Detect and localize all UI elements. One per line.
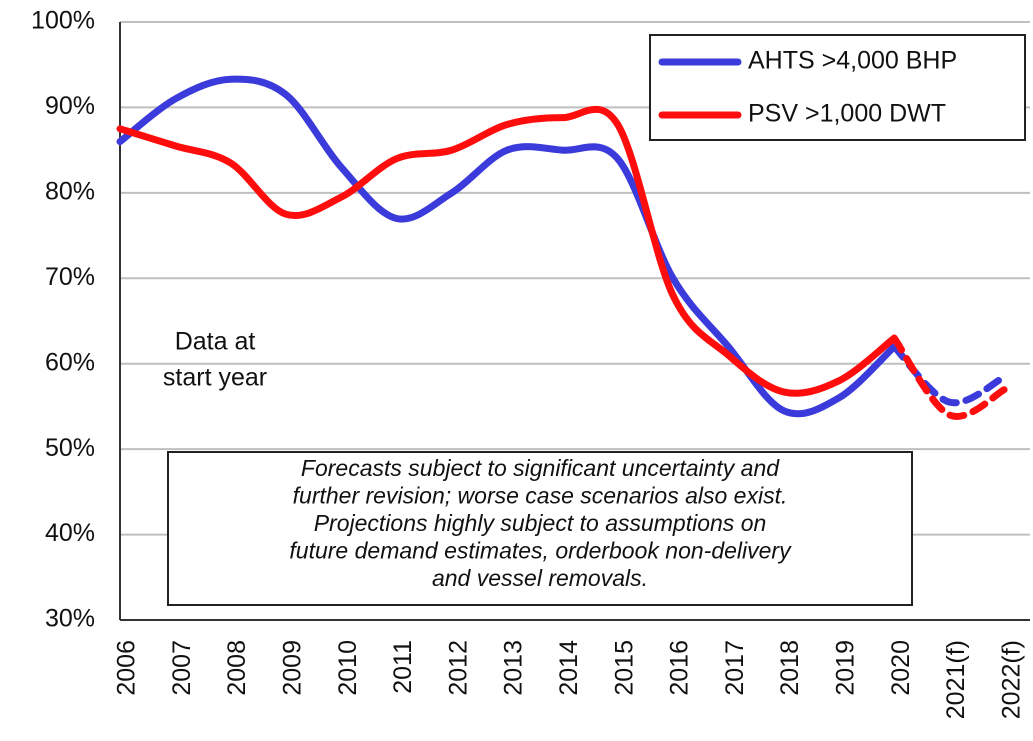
note-line: further revision; worse case scenarios a…	[293, 483, 788, 509]
y-tick-label: 80%	[45, 177, 95, 205]
x-tick-label: 2015	[610, 640, 638, 696]
y-tick-label: 40%	[45, 519, 95, 547]
note-line: Forecasts subject to significant uncerta…	[301, 455, 780, 481]
legend-label: AHTS >4,000 BHP	[748, 47, 957, 75]
lines	[116, 75, 1009, 420]
x-tick-label: 2013	[500, 640, 528, 696]
x-tick-label: 2014	[555, 640, 583, 696]
note-line: and vessel removals.	[432, 565, 648, 591]
note-box	[167, 451, 913, 606]
x-tick-label: 2008	[223, 640, 251, 696]
y-tick-label: 30%	[45, 605, 95, 633]
x-tick-label: 2007	[168, 640, 196, 696]
y-tick-label: 70%	[45, 263, 95, 291]
series-line	[116, 75, 898, 418]
x-tick-label: 2021(f)	[942, 640, 970, 719]
y-tick-label: 90%	[45, 92, 95, 120]
series-line	[116, 105, 898, 397]
y-tick-label: 60%	[45, 348, 95, 376]
x-tick-label: 2022(f)	[997, 640, 1025, 719]
forecast-line	[890, 343, 1009, 407]
x-tick-label: 2010	[334, 640, 362, 696]
notes: Forecasts subject to significant uncerta…	[289, 455, 792, 591]
x-tick-label: 2019	[832, 640, 860, 696]
x-tick-label: 2006	[113, 640, 141, 696]
x-tick-label: 2020	[887, 640, 915, 696]
legend-box	[649, 34, 1026, 141]
note-line: Projections highly subject to assumption…	[314, 510, 767, 536]
x-tick-label: 2017	[721, 640, 749, 696]
y-tick-label: 50%	[45, 434, 95, 462]
note-line: future demand estimates, orderbook non-d…	[289, 538, 792, 564]
legend: AHTS >4,000 BHP PSV >1,000 DWT	[658, 47, 957, 128]
x-tick-label: 2018	[776, 640, 804, 696]
annotation: start year	[163, 364, 267, 392]
y-tick-label: 100%	[31, 7, 95, 35]
grid: 30% 40% 50% 60% 70% 80% 90% 100% 2006 2007 2008 200…	[31, 7, 1030, 719]
forecast-line	[890, 334, 1009, 420]
x-tick-label: 2016	[666, 640, 694, 696]
x-tick-label: 2012	[444, 640, 472, 696]
legend-label: PSV >1,000 DWT	[748, 100, 946, 128]
x-tick-label: 2009	[279, 640, 307, 696]
x-tick-label: 2011	[389, 640, 417, 694]
annotation: Data at	[175, 328, 256, 356]
